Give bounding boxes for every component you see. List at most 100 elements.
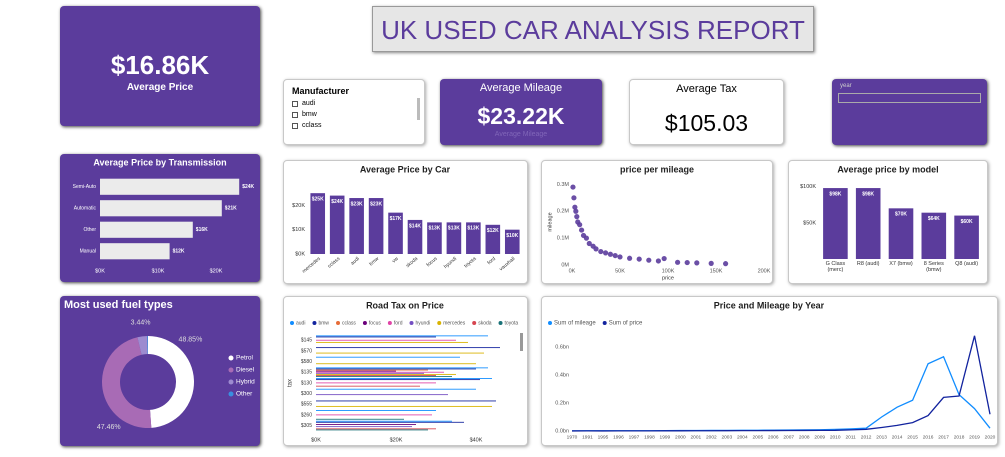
data-label: $13K xyxy=(428,226,440,232)
chart: Average Price by Car $0K $10K $20K mercedes $… xyxy=(292,164,520,275)
data-label: $23K xyxy=(370,201,382,207)
data-label: $23K xyxy=(351,201,363,207)
y-tick-label: $260 xyxy=(301,412,312,418)
x-tick-label: 2001 xyxy=(691,434,702,440)
legend-label: cclass xyxy=(342,320,356,326)
scrollbar[interactable] xyxy=(417,98,420,120)
point xyxy=(579,227,585,233)
y-tick-label: 0.6bn xyxy=(555,344,569,350)
y-tick-label: Other xyxy=(83,227,96,233)
point xyxy=(675,259,681,265)
legend-label: hyundi xyxy=(416,320,431,326)
point xyxy=(627,255,633,261)
x-tick-label: 2020 xyxy=(985,434,996,440)
chart-title: Average Price by Car xyxy=(360,164,451,174)
checkbox[interactable] xyxy=(292,100,298,107)
legend-marker xyxy=(228,355,234,361)
chart-title: Average price by model xyxy=(837,164,938,174)
kpi-title: Average Mileage xyxy=(479,82,563,94)
point xyxy=(684,259,690,266)
x-tick-label: 1970 xyxy=(567,434,578,440)
x-tick-label: 2018 xyxy=(954,434,965,440)
legend-label: Petrol xyxy=(236,355,254,362)
bar xyxy=(316,373,456,375)
x-tick-label: 200K xyxy=(758,268,771,274)
x-tick-label: G Class (merc) xyxy=(825,261,846,273)
data-label: $13K xyxy=(448,226,460,232)
x-tick-label-box: X7 (bmw) xyxy=(889,261,913,267)
slicer-input[interactable] xyxy=(838,93,981,103)
slicer-title: year xyxy=(840,83,852,89)
data-label: $17K xyxy=(390,216,402,222)
slicer-item[interactable]: bmw xyxy=(292,109,416,120)
bar xyxy=(316,410,436,411)
line xyxy=(571,355,991,432)
bar xyxy=(316,363,476,365)
legend-marker xyxy=(228,379,234,385)
bar xyxy=(823,188,848,259)
x-tick-label: vauxhall xyxy=(498,256,516,272)
data-label: $10K xyxy=(506,233,518,239)
point xyxy=(694,260,700,266)
bar xyxy=(316,421,464,423)
y-tick-label: $300 xyxy=(301,391,312,397)
y-tick-label: Semi-Auto xyxy=(73,184,97,190)
point xyxy=(583,235,589,241)
data-label: $25K xyxy=(312,196,324,202)
bar xyxy=(316,371,444,373)
chart-card: Average Price by Car $0K $10K $20K mercedes $… xyxy=(283,160,528,284)
bar xyxy=(316,356,460,358)
x-tick-label: 2000 xyxy=(675,434,686,440)
bar xyxy=(407,219,423,254)
slicer: year xyxy=(832,79,987,145)
x-tick-label: 2015 xyxy=(907,434,918,440)
data-label: $12K xyxy=(487,228,499,234)
legend-marker xyxy=(387,321,392,325)
x-tick-label: X7 (bmw) xyxy=(889,261,913,267)
point xyxy=(574,214,580,220)
bar xyxy=(316,400,496,402)
x-tick-label-box: Q8 (audi) xyxy=(955,261,978,267)
y-tick-label: $580 xyxy=(301,359,312,365)
slicer-item[interactable]: audi xyxy=(292,98,416,109)
point xyxy=(571,195,577,201)
checkbox[interactable] xyxy=(292,122,298,129)
x-tick-label: 2010 xyxy=(830,434,841,440)
data-label: $60K xyxy=(961,219,973,225)
y-tick-label: $20K xyxy=(292,203,305,209)
legend-label: audi xyxy=(296,320,305,326)
x-tick-label: 50K xyxy=(615,268,625,274)
y-tick-label: $555 xyxy=(301,402,312,408)
x-tick-label: 2006 xyxy=(768,434,779,440)
slicer-item-label: audi xyxy=(302,100,316,107)
legend-marker xyxy=(290,321,294,325)
bar xyxy=(316,352,484,354)
slicer-item-label: bmw xyxy=(302,111,317,118)
x-tick-label: bmw xyxy=(368,256,380,268)
y-tick-label: 0.4bn xyxy=(555,372,569,378)
bar xyxy=(316,428,436,430)
legend-marker xyxy=(602,321,607,325)
legend-label: toyota xyxy=(505,320,519,326)
legend-label: Diesel xyxy=(236,367,255,374)
x-tick-label: 2008 xyxy=(799,434,810,440)
legend-label: skoda xyxy=(478,320,492,326)
slicer-item[interactable]: cclass xyxy=(292,120,416,131)
y-tick-label: $145 xyxy=(301,338,312,344)
y-tick-label: 0.2M xyxy=(557,209,570,215)
legend-marker xyxy=(409,321,414,325)
y-tick-label: Automatic xyxy=(74,206,97,212)
chart-card: Average price by model $50K $100K G Class (… xyxy=(788,160,988,284)
x-tick-label: mercedes xyxy=(301,256,322,275)
scrollbar[interactable] xyxy=(520,333,523,351)
data-label: $13K xyxy=(467,226,479,232)
x-tick-label: audi xyxy=(350,256,361,267)
data-label: $24K xyxy=(331,199,343,205)
x-tick-label: $0K xyxy=(95,268,105,274)
bar xyxy=(316,369,428,371)
checkbox[interactable] xyxy=(292,111,298,118)
x-tick-label-box: 8 Series (bmw) xyxy=(924,261,944,273)
bar xyxy=(316,405,492,407)
point xyxy=(646,257,652,263)
kpi-title: Average Tax xyxy=(676,83,737,95)
